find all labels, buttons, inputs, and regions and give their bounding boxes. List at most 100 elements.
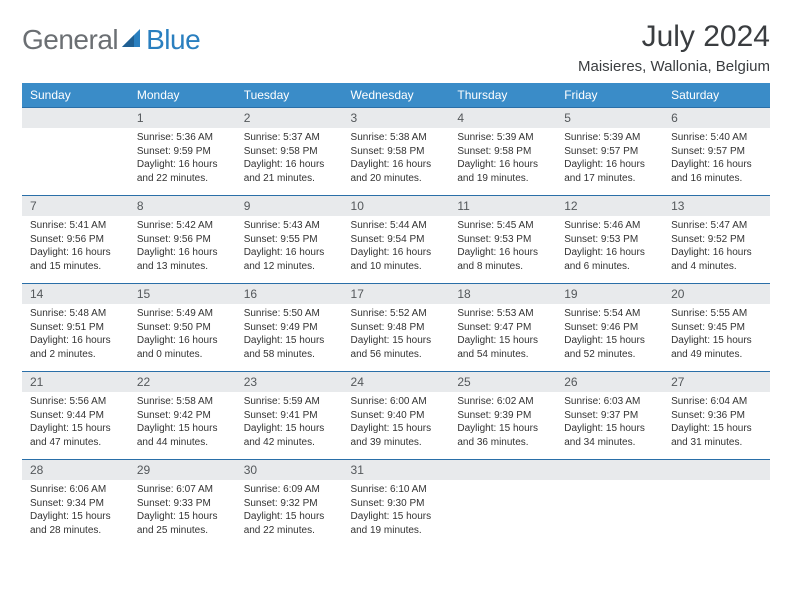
day-details: Sunrise: 6:02 AMSunset: 9:39 PMDaylight:… (449, 392, 556, 459)
day-detail-line: Sunset: 9:33 PM (137, 497, 228, 511)
day-detail-line: Sunrise: 5:47 AM (671, 219, 762, 233)
day-detail-line: Daylight: 16 hours and 2 minutes. (30, 334, 121, 361)
calendar-day-cell: 27Sunrise: 6:04 AMSunset: 9:36 PMDayligh… (663, 372, 770, 460)
day-number: 14 (22, 284, 129, 304)
brand-sail-icon (122, 29, 144, 54)
calendar-day-cell: 12Sunrise: 5:46 AMSunset: 9:53 PMDayligh… (556, 196, 663, 284)
day-detail-line: Sunrise: 6:02 AM (457, 395, 548, 409)
day-details: Sunrise: 6:03 AMSunset: 9:37 PMDaylight:… (556, 392, 663, 459)
day-detail-line: Sunset: 9:40 PM (351, 409, 442, 423)
day-number: 16 (236, 284, 343, 304)
day-detail-line: Sunrise: 5:48 AM (30, 307, 121, 321)
day-detail-line: Daylight: 15 hours and 31 minutes. (671, 422, 762, 449)
day-number: 18 (449, 284, 556, 304)
day-detail-line: Sunset: 9:56 PM (137, 233, 228, 247)
day-number: 27 (663, 372, 770, 392)
day-number: 28 (22, 460, 129, 480)
day-number: 19 (556, 284, 663, 304)
day-number: 31 (343, 460, 450, 480)
day-detail-line: Sunset: 9:55 PM (244, 233, 335, 247)
calendar-day-cell: 21Sunrise: 5:56 AMSunset: 9:44 PMDayligh… (22, 372, 129, 460)
day-details: Sunrise: 5:52 AMSunset: 9:48 PMDaylight:… (343, 304, 450, 371)
day-number: 11 (449, 196, 556, 216)
day-details: Sunrise: 5:50 AMSunset: 9:49 PMDaylight:… (236, 304, 343, 371)
day-details: Sunrise: 5:40 AMSunset: 9:57 PMDaylight:… (663, 128, 770, 195)
day-detail-line: Sunrise: 5:37 AM (244, 131, 335, 145)
calendar-day-cell: 26Sunrise: 6:03 AMSunset: 9:37 PMDayligh… (556, 372, 663, 460)
day-detail-line: Daylight: 15 hours and 54 minutes. (457, 334, 548, 361)
day-detail-line: Sunset: 9:48 PM (351, 321, 442, 335)
day-number (663, 460, 770, 480)
day-detail-line: Daylight: 16 hours and 13 minutes. (137, 246, 228, 273)
day-detail-line: Sunrise: 6:06 AM (30, 483, 121, 497)
day-number: 26 (556, 372, 663, 392)
calendar-page: General Blue July 2024 Maisieres, Wallon… (0, 0, 792, 567)
day-detail-line: Sunset: 9:58 PM (351, 145, 442, 159)
day-detail-line: Sunset: 9:59 PM (137, 145, 228, 159)
calendar-day-cell (663, 460, 770, 548)
day-detail-line: Sunrise: 5:39 AM (457, 131, 548, 145)
day-detail-line: Sunrise: 5:40 AM (671, 131, 762, 145)
weekday-header: Sunday (22, 83, 129, 108)
calendar-day-cell: 8Sunrise: 5:42 AMSunset: 9:56 PMDaylight… (129, 196, 236, 284)
day-number: 13 (663, 196, 770, 216)
day-detail-line: Daylight: 16 hours and 4 minutes. (671, 246, 762, 273)
calendar-day-cell: 31 Sunrise: 6:10 AMSunset: 9:30 PMDayligh… (343, 460, 450, 548)
day-number: 7 (22, 196, 129, 216)
day-details: Sunrise: 5:38 AMSunset: 9:58 PMDaylight:… (343, 128, 450, 195)
day-number: 3 (343, 108, 450, 128)
day-detail-line: Sunrise: 5:52 AM (351, 307, 442, 321)
day-details: Sunrise: 5:48 AMSunset: 9:51 PMDaylight:… (22, 304, 129, 371)
day-detail-line: Sunset: 9:58 PM (244, 145, 335, 159)
day-number: 9 (236, 196, 343, 216)
day-details: Sunrise: 5:58 AMSunset: 9:42 PMDaylight:… (129, 392, 236, 459)
day-details: Sunrise: 5:36 AMSunset: 9:59 PMDaylight:… (129, 128, 236, 195)
day-detail-line: Sunrise: 6:07 AM (137, 483, 228, 497)
day-detail-line: Daylight: 16 hours and 6 minutes. (564, 246, 655, 273)
brand-part2: Blue (146, 24, 200, 56)
day-number: 10 (343, 196, 450, 216)
day-detail-line: Sunset: 9:45 PM (671, 321, 762, 335)
day-detail-line: Sunset: 9:53 PM (564, 233, 655, 247)
day-detail-line: Sunset: 9:56 PM (30, 233, 121, 247)
day-detail-line: Sunrise: 6:10 AM (351, 483, 442, 497)
day-detail-line: Daylight: 15 hours and 25 minutes. (137, 510, 228, 537)
day-number: 1 (129, 108, 236, 128)
day-details (22, 128, 129, 141)
day-detail-line: Sunset: 9:37 PM (564, 409, 655, 423)
day-number: 30 (236, 460, 343, 480)
day-detail-line: Sunrise: 5:50 AM (244, 307, 335, 321)
calendar-week-row: 28Sunrise: 6:06 AMSunset: 9:34 PMDayligh… (22, 460, 770, 548)
calendar-week-row: 1Sunrise: 5:36 AMSunset: 9:59 PMDaylight… (22, 108, 770, 196)
title-block: July 2024 Maisieres, Wallonia, Belgium (578, 20, 770, 75)
calendar-day-cell: 25Sunrise: 6:02 AMSunset: 9:39 PMDayligh… (449, 372, 556, 460)
day-detail-line: Daylight: 15 hours and 49 minutes. (671, 334, 762, 361)
calendar-day-cell: 11Sunrise: 5:45 AMSunset: 9:53 PMDayligh… (449, 196, 556, 284)
day-detail-line: Daylight: 15 hours and 44 minutes. (137, 422, 228, 449)
calendar-day-cell: 10Sunrise: 5:44 AMSunset: 9:54 PMDayligh… (343, 196, 450, 284)
day-detail-line: Sunset: 9:30 PM (351, 497, 442, 511)
calendar-day-cell (22, 108, 129, 196)
day-detail-line: Daylight: 15 hours and 19 minutes. (351, 510, 442, 537)
day-detail-line: Sunrise: 6:03 AM (564, 395, 655, 409)
day-detail-line: Sunrise: 5:38 AM (351, 131, 442, 145)
day-details: Sunrise: 6:07 AMSunset: 9:33 PMDaylight:… (129, 480, 236, 547)
calendar-day-cell: 24Sunrise: 6:00 AMSunset: 9:40 PMDayligh… (343, 372, 450, 460)
calendar-day-cell: 19Sunrise: 5:54 AMSunset: 9:46 PMDayligh… (556, 284, 663, 372)
day-detail-line: Daylight: 16 hours and 19 minutes. (457, 158, 548, 185)
day-detail-line: Sunset: 9:58 PM (457, 145, 548, 159)
day-detail-line: Sunrise: 5:58 AM (137, 395, 228, 409)
day-detail-line: Sunset: 9:46 PM (564, 321, 655, 335)
calendar-day-cell (449, 460, 556, 548)
day-number (22, 108, 129, 128)
day-number: 20 (663, 284, 770, 304)
calendar-day-cell: 18Sunrise: 5:53 AMSunset: 9:47 PMDayligh… (449, 284, 556, 372)
day-number: 8 (129, 196, 236, 216)
day-details: Sunrise: 5:55 AMSunset: 9:45 PMDaylight:… (663, 304, 770, 371)
day-details: Sunrise: 5:54 AMSunset: 9:46 PMDaylight:… (556, 304, 663, 371)
day-number: 23 (236, 372, 343, 392)
day-number: 29 (129, 460, 236, 480)
day-number: 21 (22, 372, 129, 392)
day-detail-line: Daylight: 15 hours and 34 minutes. (564, 422, 655, 449)
day-detail-line: Daylight: 15 hours and 47 minutes. (30, 422, 121, 449)
